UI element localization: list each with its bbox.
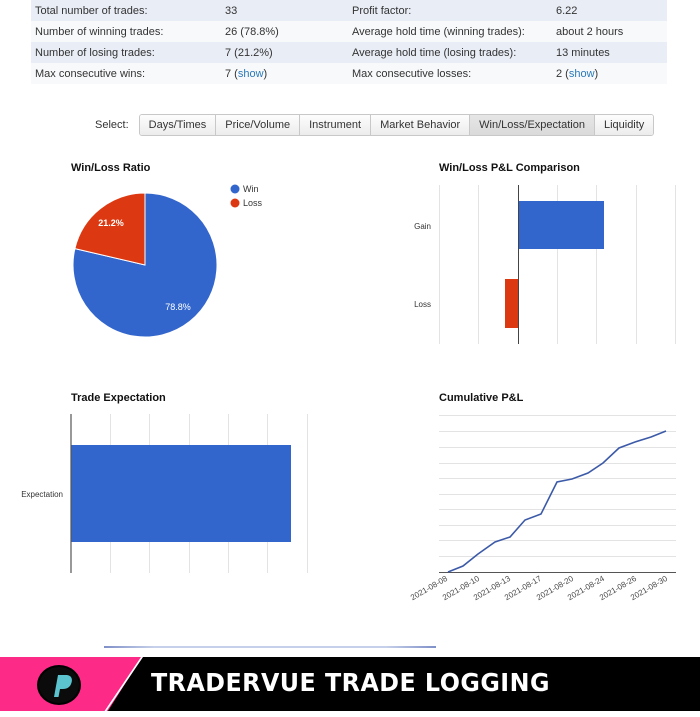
- win-loss-pnl-bar-chart: Gain Loss: [414, 185, 676, 344]
- stat-label: Average hold time (winning trades):: [352, 25, 525, 38]
- stat-value: 13 minutes: [556, 46, 610, 59]
- stats-row: Number of losing trades: 7 (21.2%) Avera…: [31, 42, 667, 63]
- legend-win-swatch: [230, 184, 240, 194]
- tab-market-behavior[interactable]: Market Behavior: [371, 115, 471, 135]
- stat-value: 6.22: [556, 4, 578, 17]
- pie-label-win: 78.8%: [165, 302, 191, 312]
- win-loss-pie-chart: 78.8% 21.2% Win Loss: [72, 184, 263, 338]
- category-loss: Loss: [414, 300, 431, 309]
- legend-loss-swatch: [230, 198, 240, 208]
- stats-row: Number of winning trades: 26 (78.8%) Ave…: [31, 21, 667, 42]
- expectation-chart-title: Trade Expectation: [71, 392, 166, 404]
- tab-days-times[interactable]: Days/Times: [139, 115, 217, 135]
- legend-win-label: Win: [243, 184, 259, 194]
- max-wins-value: 7: [225, 67, 232, 80]
- max-losses-value: 2: [556, 67, 563, 80]
- grid-lines: [439, 415, 676, 557]
- cumulative-pnl-chart-title: Cumulative P&L: [439, 392, 524, 404]
- stat-label: Max consecutive losses:: [352, 67, 472, 80]
- stat-value: 7 (21.2%): [225, 46, 273, 59]
- grid-lines: [439, 185, 676, 344]
- stat-label: Total number of trades:: [35, 4, 148, 17]
- stats-table: Total number of trades: 33 Profit factor…: [31, 0, 667, 84]
- tab-instrument[interactable]: Instrument: [300, 115, 372, 135]
- stat-value: 7 (show): [225, 67, 268, 80]
- pie-label-loss: 21.2%: [98, 218, 124, 228]
- brand-logo-icon: [37, 665, 81, 705]
- tab-liquidity[interactable]: Liquidity: [594, 115, 654, 135]
- stat-label: Max consecutive wins:: [35, 67, 146, 80]
- stat-label: Profit factor:: [352, 4, 412, 17]
- bar-expectation: [71, 445, 291, 542]
- title-banner: TRADERVUE TRADE LOGGING: [0, 657, 700, 711]
- stats-row: Max consecutive wins: 7 (show) Max conse…: [31, 63, 667, 84]
- banner-title: TRADERVUE TRADE LOGGING: [151, 668, 550, 697]
- trade-expectation-bar-chart: Expectation: [21, 414, 308, 573]
- tab-win-loss-expectation[interactable]: Win/Loss/Expectation: [470, 115, 595, 135]
- show-max-losses-link[interactable]: show: [568, 67, 595, 80]
- pie-slice-loss: [74, 192, 146, 266]
- report-selector: Select: Days/Times Price/Volume Instrume…: [95, 114, 655, 136]
- stat-value: 2 (show): [556, 67, 599, 80]
- legend-loss-label: Loss: [243, 198, 263, 208]
- category-gain: Gain: [414, 222, 431, 231]
- pie-chart-title: Win/Loss Ratio: [71, 162, 151, 174]
- pnl-chart-title: Win/Loss P&L Comparison: [439, 162, 580, 174]
- stat-value: about 2 hours: [556, 25, 624, 38]
- stat-label: Number of losing trades:: [35, 46, 155, 59]
- segmented-control: Days/Times Price/Volume Instrument Marke…: [138, 114, 655, 136]
- show-max-wins-link[interactable]: show: [237, 67, 264, 80]
- horizontal-scrollbar[interactable]: [104, 646, 436, 648]
- stat-label: Number of winning trades:: [35, 25, 164, 38]
- bar-gain: [518, 201, 604, 249]
- bar-loss: [505, 279, 518, 328]
- stat-value: 33: [225, 4, 238, 17]
- cumulative-pnl-line: [447, 430, 667, 573]
- cumulative-pnl-line-chart: 2021-08-08 2021-08-10 2021-08-13 2021-08…: [409, 415, 676, 603]
- select-label: Select:: [95, 119, 129, 131]
- stat-label: Average hold time (losing trades):: [352, 46, 517, 59]
- category-expectation: Expectation: [21, 490, 63, 499]
- stat-value: 26 (78.8%): [225, 25, 279, 38]
- stats-row: Total number of trades: 33 Profit factor…: [31, 0, 667, 21]
- tab-price-volume[interactable]: Price/Volume: [216, 115, 301, 135]
- x-axis-ticks: 2021-08-08 2021-08-10 2021-08-13 2021-08…: [409, 574, 669, 603]
